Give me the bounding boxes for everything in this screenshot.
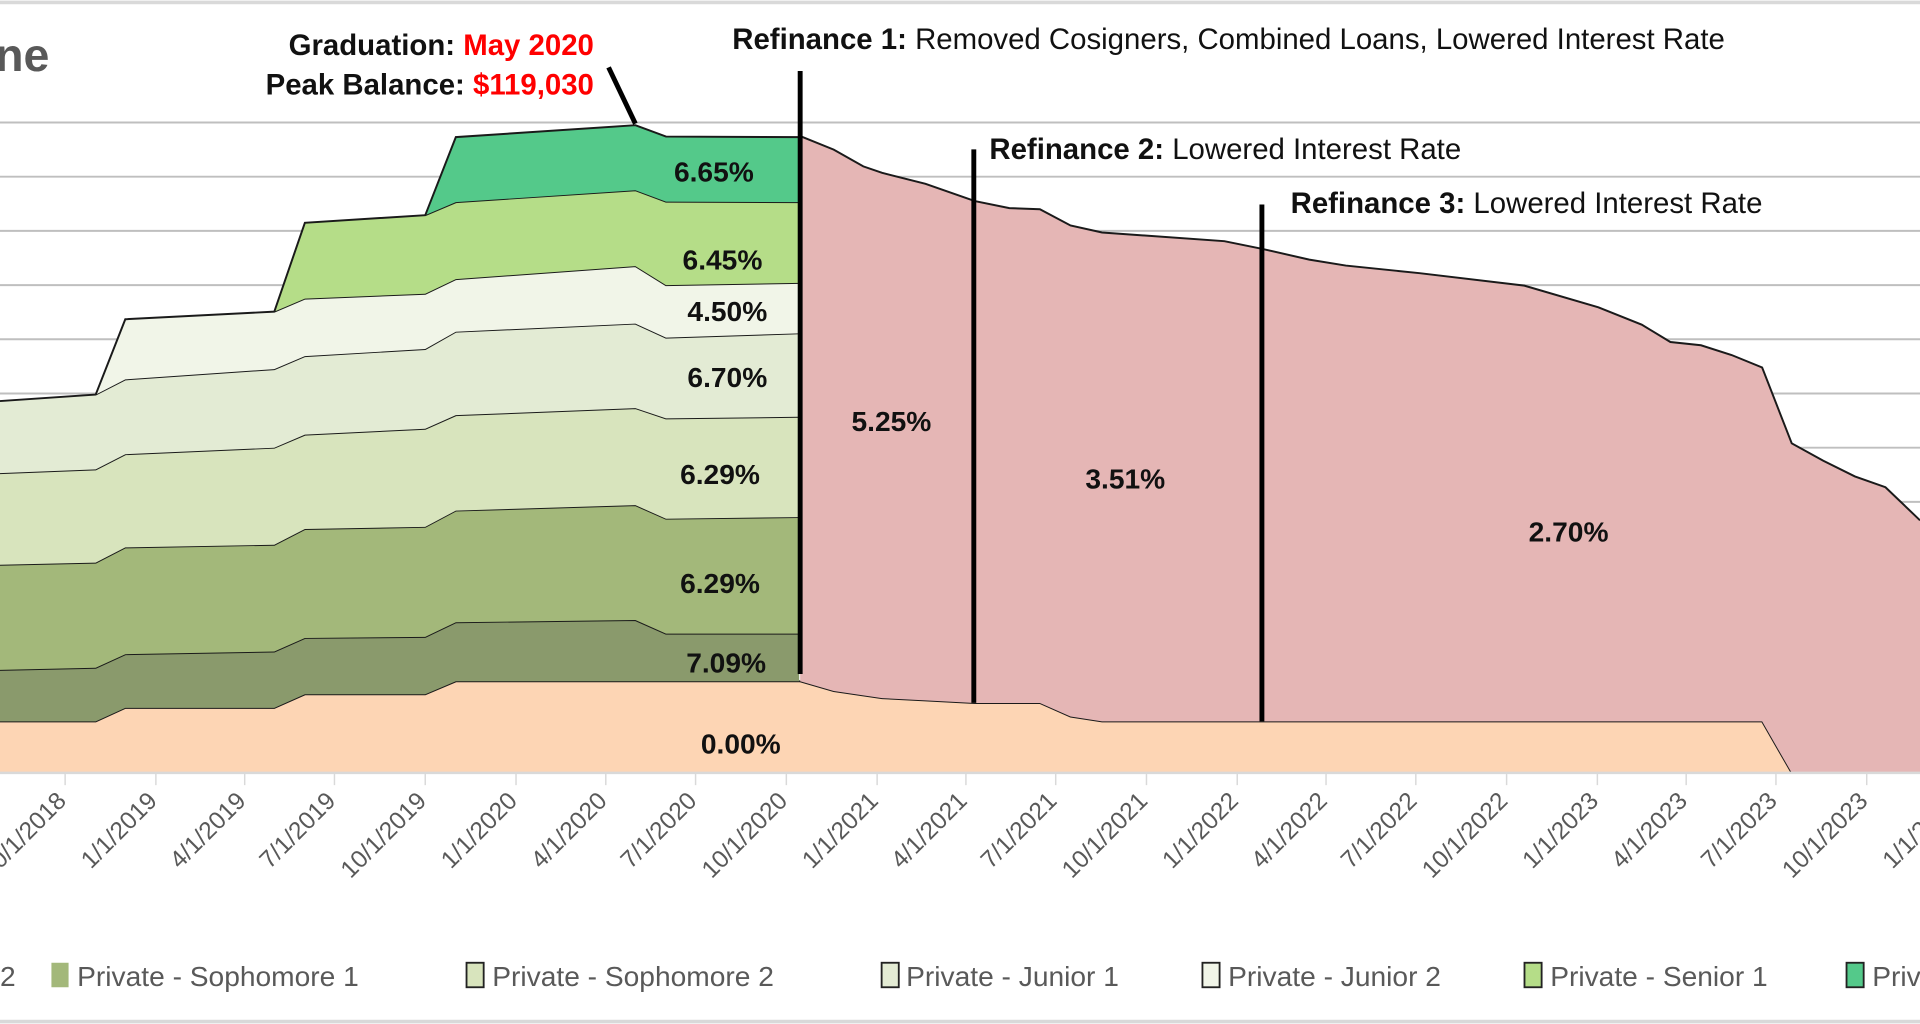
area-series-6 — [274, 190, 800, 312]
x-tick-label: 10/1/2022 — [1417, 787, 1513, 883]
x-tick-label: 7/1/2022 — [1336, 787, 1422, 874]
x-tick-label: 4/1/2022 — [1246, 787, 1332, 874]
x-tick-label: 4/1/2019 — [165, 787, 251, 874]
data-label-refinance: 3.51% — [1085, 464, 1165, 495]
x-tick-label: 7/1/2023 — [1696, 787, 1782, 874]
legend-swatch — [465, 961, 485, 989]
x-tick-label: 1/1/2024 — [1878, 787, 1920, 874]
x-tick-label: 1/1/2023 — [1518, 787, 1604, 874]
x-tick-label: 10/1/2020 — [697, 787, 793, 883]
data-label-refinance: 2.70% — [1529, 516, 1609, 547]
graduation-annotation: Graduation: May 2020 — [289, 29, 594, 62]
data-label: 6.45% — [683, 244, 763, 275]
data-label: 4.50% — [687, 296, 767, 327]
legend-label: Private - Sophomore 2 — [492, 961, 774, 992]
x-tick-label: 7/1/2021 — [976, 787, 1062, 874]
x-tick-label: 1/1/2019 — [76, 787, 162, 874]
legend-swatch — [1523, 961, 1543, 989]
data-label: 7.09% — [686, 647, 766, 678]
area-series — [0, 124, 1920, 774]
x-tick-label: 10/1/2023 — [1777, 787, 1873, 883]
legend-label: Private - Junior 2 — [1228, 961, 1441, 992]
legend-swatch — [1845, 961, 1865, 989]
x-tick-label: 4/1/2021 — [886, 787, 972, 874]
area-series-1 — [0, 620, 800, 722]
legend-swatch — [880, 961, 900, 989]
x-tick-label: 1/1/2020 — [436, 787, 522, 874]
peak-balance-annotation: Peak Balance: $119,030 — [266, 68, 594, 101]
data-label: 6.29% — [680, 459, 760, 490]
refinance-1-annotation: Refinance 1: Removed Cosigners, Combined… — [732, 23, 1725, 56]
x-tick-label: 10/1/2021 — [1057, 787, 1153, 883]
x-tick-label: 4/1/2020 — [526, 787, 612, 874]
refinance-2-annotation: Refinance 2: Lowered Interest Rate — [989, 133, 1461, 166]
legend-label: Private - Junior 1 — [906, 961, 1119, 992]
legend-label: Private - Sophomore 1 — [77, 961, 359, 992]
data-label: 6.70% — [687, 362, 767, 393]
area-series-4 — [0, 323, 800, 474]
graduation-pointer-line — [606, 66, 638, 125]
data-label: 6.29% — [680, 568, 760, 599]
x-axis: 10/1/2018 1/1/2019 4/1/2019 7/1/201910/1/20… — [0, 771, 1920, 884]
area-series-7 — [425, 125, 800, 216]
data-label: 0.00% — [701, 728, 781, 759]
x-tick-label: 10/1/2019 — [336, 787, 432, 883]
legend-label: Private - Senior 1 — [1550, 961, 1767, 992]
legend-label: Priv — [1872, 961, 1920, 992]
annotations: Graduation: May 2020 Peak Balance: $119,… — [266, 23, 1763, 722]
data-label-refinance: 5.25% — [852, 406, 932, 437]
x-tick-label: 4/1/2023 — [1606, 787, 1692, 874]
area-series-5 — [95, 266, 800, 395]
chart-title: ne — [0, 29, 49, 81]
data-labels: 0.00% 7.09% 6.29% 6.29% 6.70% 4.50% 6.45% 6.65%… — [674, 156, 1609, 759]
legend: 2 Private - Sophomore 1 Private - Sophomor… — [0, 961, 1920, 992]
refinance-3-annotation: Refinance 3: Lowered Interest Rate — [1291, 187, 1763, 220]
area-series-0 — [0, 681, 1920, 773]
area-series-8 — [800, 136, 1920, 773]
legend-label: 2 — [0, 961, 16, 992]
area-series-8-edge — [799, 135, 1920, 522]
x-tick-label: 1/1/2021 — [797, 787, 883, 874]
x-tick-label: 7/1/2020 — [616, 787, 702, 874]
data-label: 6.65% — [674, 156, 754, 187]
area-series-3 — [0, 408, 800, 565]
legend-swatch — [1201, 961, 1221, 989]
area-series-7-edge — [424, 124, 800, 216]
x-tick-label: 10/1/2018 — [0, 787, 72, 883]
x-tick-label: 1/1/2022 — [1157, 787, 1243, 874]
x-tick-label: 7/1/2019 — [255, 787, 341, 874]
legend-swatch — [51, 962, 69, 988]
